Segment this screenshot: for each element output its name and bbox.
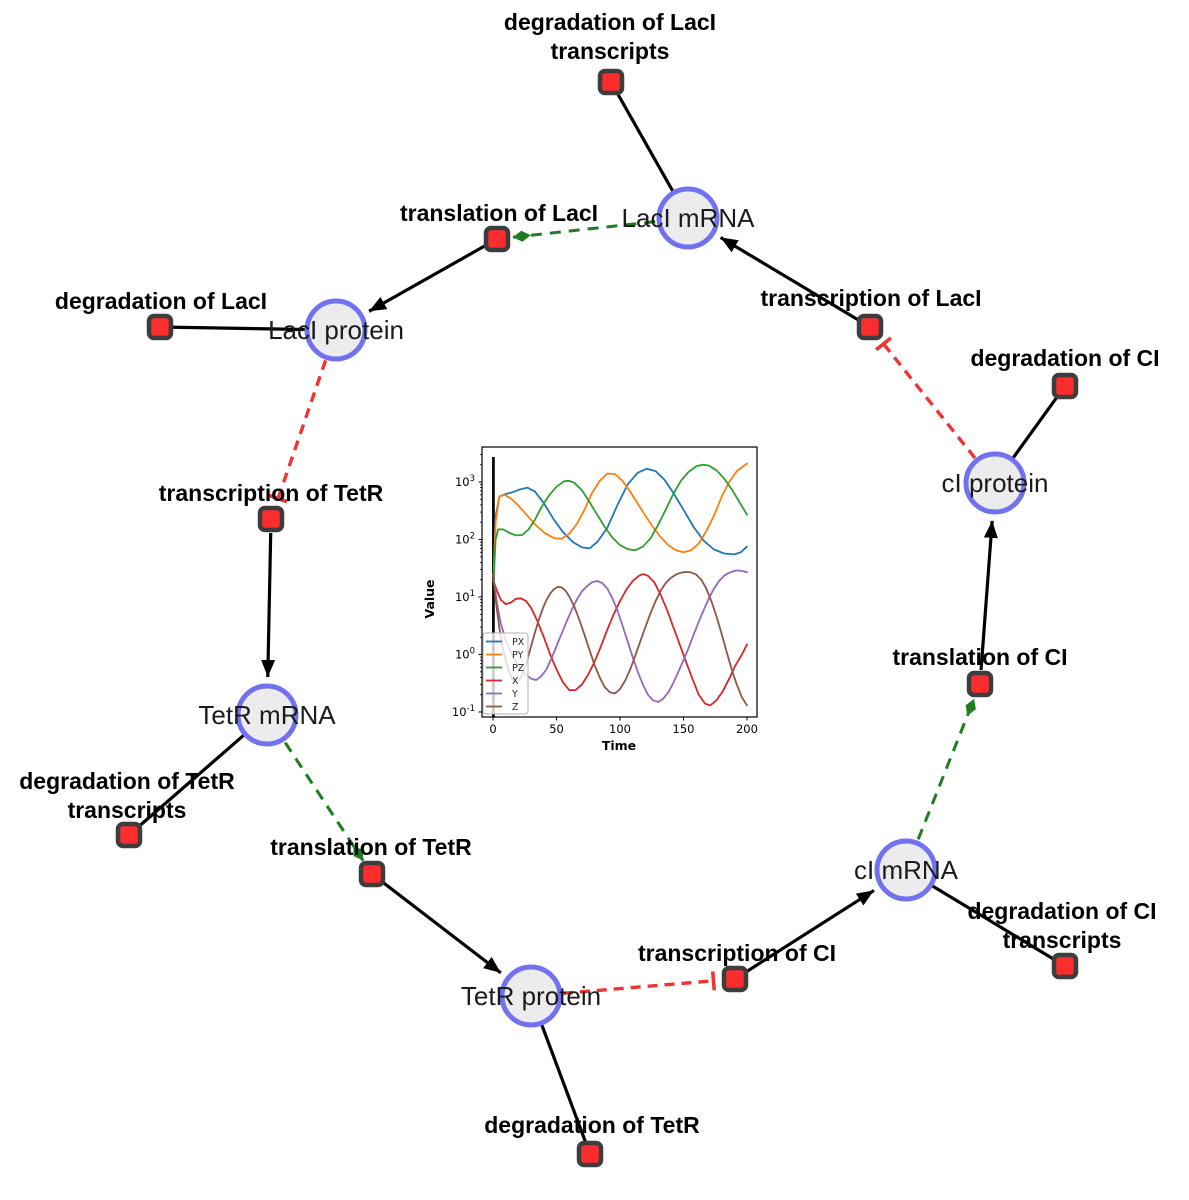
series-line-PY <box>492 462 748 576</box>
x-tick-label: 200 <box>736 722 758 736</box>
reaction-label-translation-tetr: translation of TetR <box>270 834 472 860</box>
edge-modifier-tetr-mrna-to-translation-tetr <box>283 741 365 862</box>
simulation-plot: 0 50 100 150 200 10-1 100 101 102 103 PX PY PZ XYZ Ti… <box>422 446 758 753</box>
reaction-node-translation-laci[interactable] <box>483 225 511 253</box>
reaction-label-translation-laci: translation of LacI <box>400 200 598 226</box>
legend-label-PX: PX <box>512 637 525 648</box>
plot-curves <box>492 457 748 717</box>
reaction-node-translation-tetr[interactable] <box>358 860 386 888</box>
reaction-nodes-layer <box>115 68 1079 1168</box>
species-node-laci-mrna[interactable] <box>656 186 720 250</box>
x-axis-title: Time <box>602 738 636 753</box>
reaction-label-deg-tetr-transcripts: degradation of TetR transcripts <box>19 768 235 823</box>
reaction-node-transcription-laci[interactable] <box>856 313 884 341</box>
edge-modifier-laci-mrna-to-translation-laci <box>512 220 656 242</box>
edge-production-translation-laci-to-laci-protein <box>368 244 486 313</box>
reaction-label-translation-ci: translation of CI <box>892 644 1067 670</box>
y-tick-label: 103 <box>455 474 475 489</box>
species-label-laci-protein: LacI protein <box>268 315 404 345</box>
reaction-node-deg-laci[interactable] <box>146 313 174 341</box>
species-label-ci-protein: cI protein <box>942 468 1049 498</box>
reaction-label-transcription-laci: transcription of LacI <box>760 285 981 311</box>
labels-layer: degradation of LacI transcripts translatio… <box>19 9 1159 1138</box>
legend-label-Z: Z <box>512 702 519 713</box>
species-label-tetr-mrna: TetR mRNA <box>198 700 336 730</box>
reaction-label-deg-tetr: degradation of TetR <box>484 1112 700 1138</box>
species-label-tetr-protein: TetR protein <box>461 981 601 1011</box>
edge-production-translation-tetr-to-tetr-protein <box>382 881 502 975</box>
reaction-node-deg-laci-transcripts[interactable] <box>597 68 625 96</box>
plot-legend: PX PY PZ XYZ <box>482 632 529 715</box>
edge-production-transcription-ci-to-ci-mrna <box>745 889 875 973</box>
reaction-node-deg-ci[interactable] <box>1051 372 1079 400</box>
species-node-tetr-mrna[interactable] <box>235 683 299 747</box>
series-line-Y <box>492 569 748 703</box>
legend-label-PZ: PZ <box>512 663 525 674</box>
species-node-tetr-protein[interactable] <box>499 964 563 1028</box>
reaction-node-deg-tetr-transcripts[interactable] <box>115 821 143 849</box>
y-tick-label: 101 <box>455 589 475 604</box>
reaction-node-transcription-ci[interactable] <box>721 965 749 993</box>
reaction-label-transcription-ci: transcription of CI <box>638 940 836 966</box>
legend-label-Y: Y <box>511 689 518 700</box>
edge-inhibition-ci-protein-to-transcription-laci <box>874 336 977 460</box>
species-label-laci-mrna: LacI mRNA <box>622 203 756 233</box>
edge-production-transcription-tetr-to-tetr-mrna <box>261 532 276 678</box>
reaction-node-transcription-tetr[interactable] <box>257 505 285 533</box>
species-node-ci-mrna[interactable] <box>874 838 938 902</box>
x-tick-label: 100 <box>609 722 631 736</box>
y-tick-label: 10-1 <box>452 704 475 719</box>
x-tick-label: 50 <box>549 722 564 736</box>
edge-inhibition-tetr-protein-to-transcription-ci <box>562 971 717 996</box>
x-tick-label: 0 <box>489 722 496 736</box>
plot-axes: 0 50 100 150 200 10-1 100 101 102 103 PX PY PZ XYZ <box>452 446 758 736</box>
reaction-label-deg-ci-transcripts: degradation of CI transcripts <box>967 898 1156 953</box>
reaction-label-deg-laci: degradation of LacI <box>55 288 267 314</box>
x-tick-label: 150 <box>673 722 695 736</box>
series-line-PZ <box>492 463 748 581</box>
reaction-node-deg-ci-transcripts[interactable] <box>1051 952 1079 980</box>
reaction-node-translation-ci[interactable] <box>966 670 994 698</box>
reaction-label-deg-ci: degradation of CI <box>970 345 1159 371</box>
species-label-ci-mrna: cI mRNA <box>854 855 959 885</box>
edge-production-transcription-laci-to-laci-mrna <box>719 236 859 322</box>
species-node-ci-protein[interactable] <box>963 451 1027 515</box>
y-tick-label: 102 <box>455 532 475 547</box>
y-axis-title: Value <box>422 579 437 618</box>
axes-spines <box>481 446 758 718</box>
edge-modifier-ci-mrna-to-translation-ci <box>916 698 976 840</box>
reaction-label-transcription-tetr: transcription of TetR <box>159 480 384 506</box>
reaction-label-deg-laci-transcripts: degradation of LacI transcripts <box>504 9 716 64</box>
edge-inhibition-laci-protein-to-transcription-tetr <box>268 359 328 504</box>
series-line-PX <box>492 467 748 571</box>
reaction-node-deg-tetr[interactable] <box>576 1140 604 1168</box>
y-tick-label: 100 <box>455 647 475 662</box>
legend-label-PY: PY <box>512 650 524 661</box>
simulation-plot-panel: 0 50 100 150 200 10-1 100 101 102 103 PX PY PZ X Y Z Ti… <box>420 437 770 767</box>
species-nodes-layer <box>235 186 1027 1028</box>
species-node-laci-protein[interactable] <box>304 298 368 362</box>
edge-production-translation-ci-to-ci-protein <box>979 520 998 671</box>
legend-label-X: X <box>512 676 519 687</box>
